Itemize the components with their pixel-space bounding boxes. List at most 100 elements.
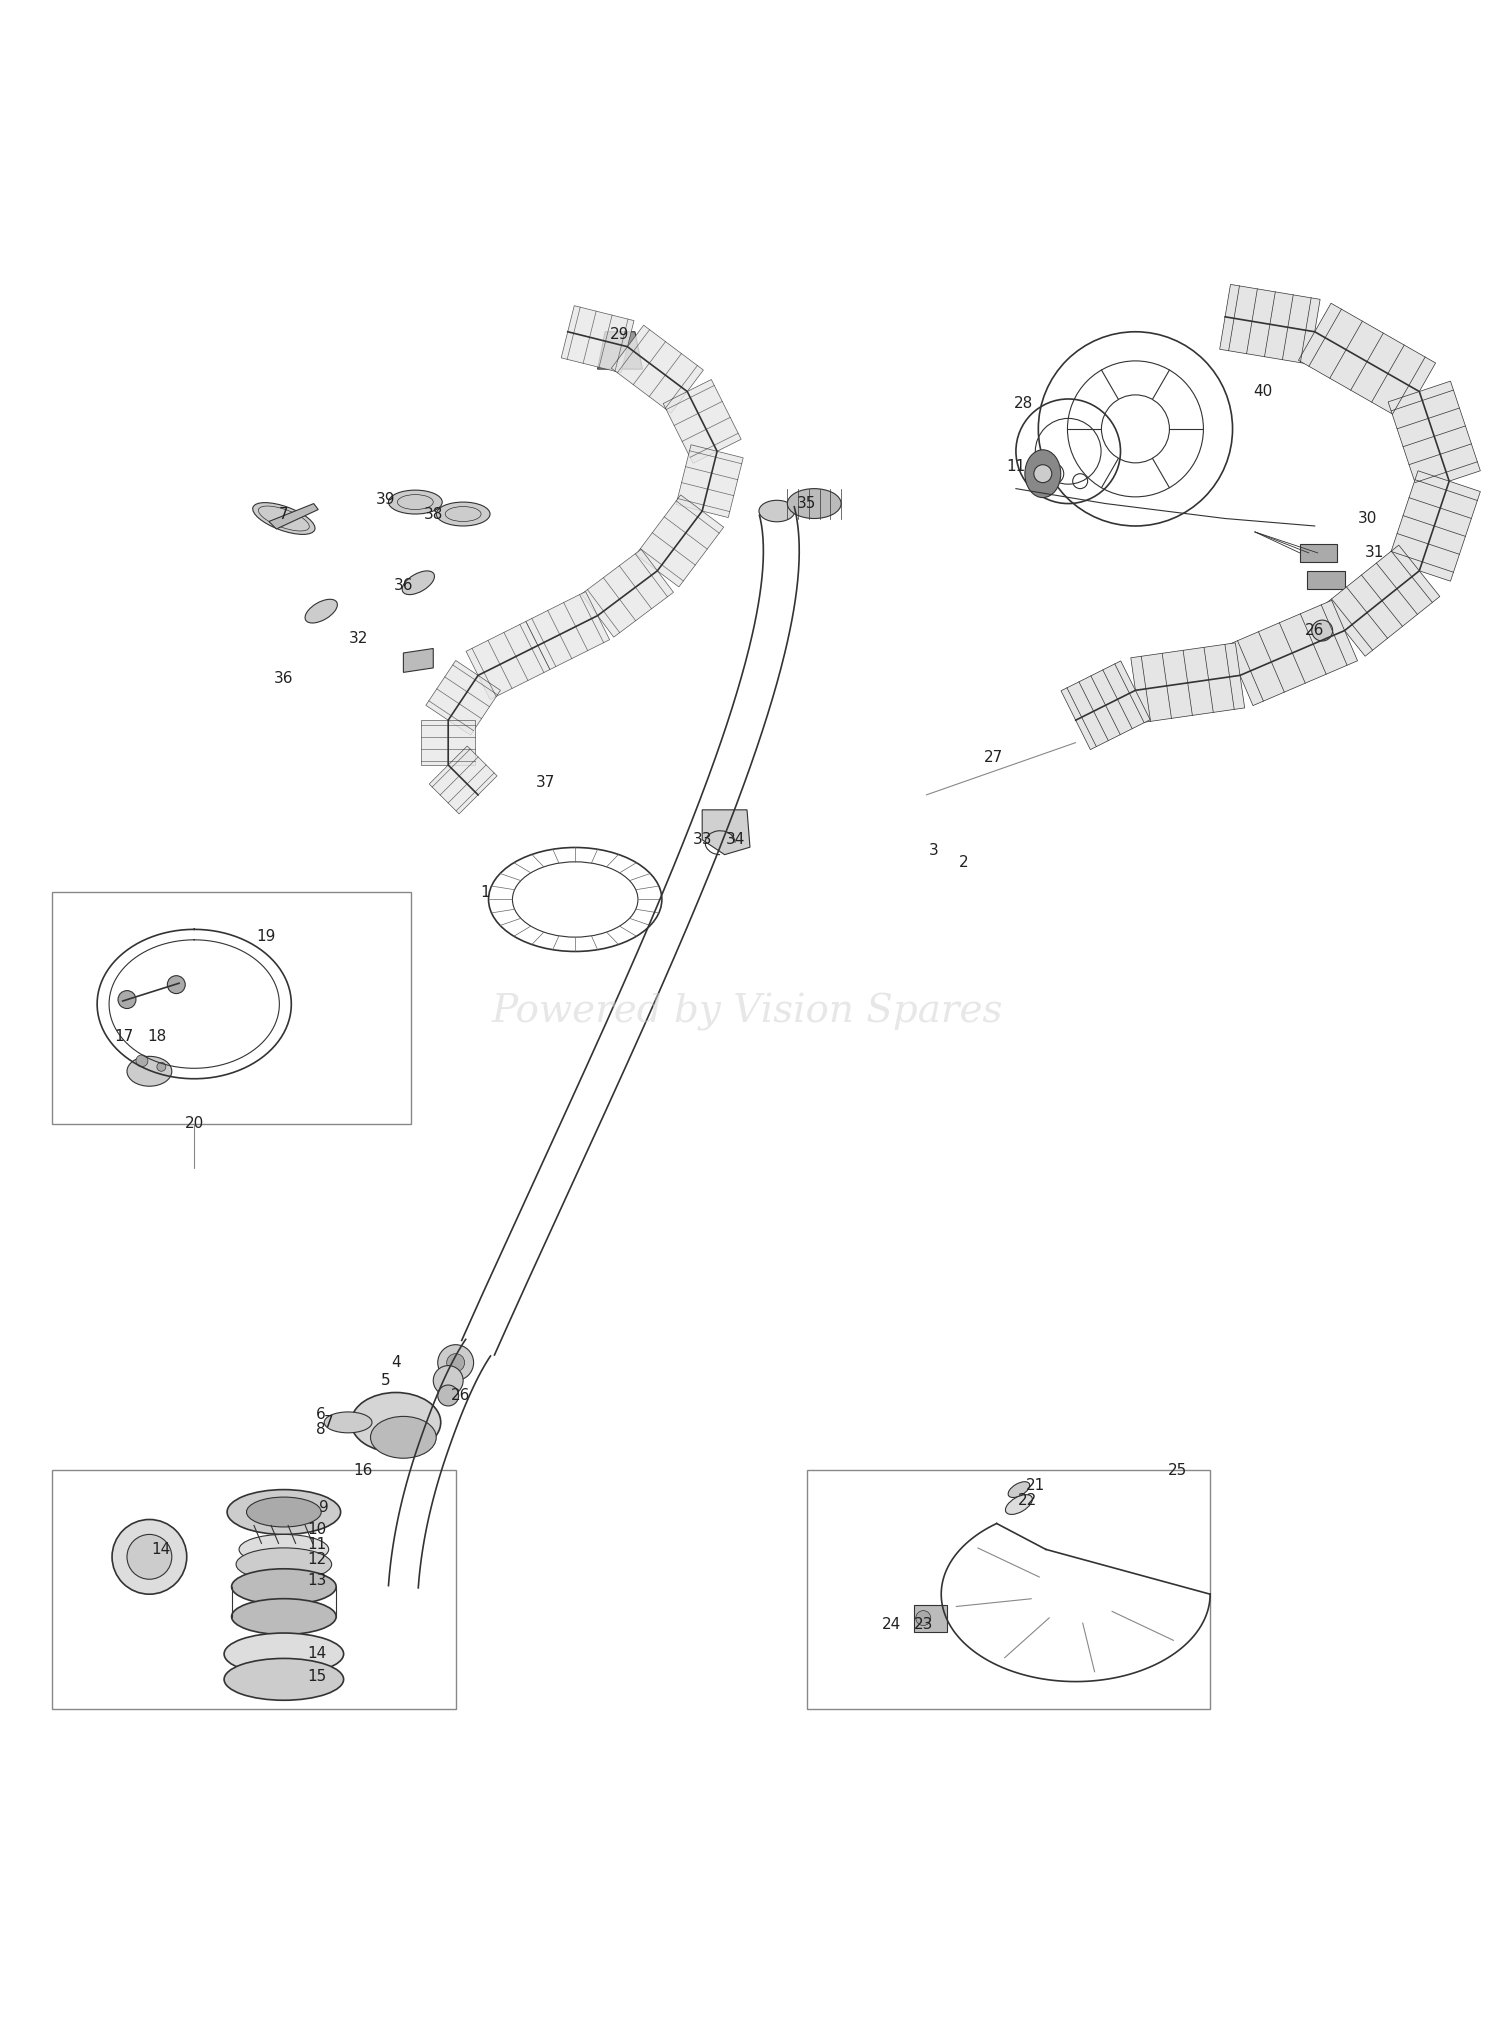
Text: 30: 30	[1358, 512, 1376, 526]
Circle shape	[136, 1056, 148, 1066]
Text: 16: 16	[354, 1463, 372, 1478]
Circle shape	[447, 1353, 465, 1372]
Ellipse shape	[127, 1056, 172, 1086]
Text: 32: 32	[350, 630, 368, 646]
Text: 14: 14	[152, 1543, 170, 1557]
Text: 40: 40	[1253, 383, 1271, 399]
Text: 36: 36	[273, 671, 294, 687]
Ellipse shape	[1008, 1482, 1029, 1498]
Polygon shape	[1219, 285, 1321, 365]
Text: 18: 18	[148, 1029, 166, 1043]
Text: 26: 26	[451, 1388, 469, 1402]
Text: 7: 7	[324, 1414, 333, 1431]
Circle shape	[916, 1610, 931, 1626]
Polygon shape	[1061, 660, 1150, 750]
Text: 31: 31	[1366, 546, 1383, 560]
Text: 17: 17	[115, 1029, 133, 1043]
Text: 8: 8	[317, 1423, 326, 1437]
Polygon shape	[1388, 471, 1481, 581]
Text: 7: 7	[279, 507, 288, 522]
Text: 12: 12	[308, 1553, 326, 1567]
Polygon shape	[677, 444, 743, 518]
Bar	[807, 1469, 1210, 1710]
Text: 22: 22	[1019, 1492, 1037, 1508]
Text: 15: 15	[308, 1669, 326, 1683]
Text: 27: 27	[985, 750, 1002, 764]
Bar	[914, 1604, 947, 1632]
Polygon shape	[1324, 544, 1440, 656]
Polygon shape	[581, 550, 674, 638]
Circle shape	[438, 1345, 474, 1380]
Polygon shape	[598, 332, 642, 369]
Ellipse shape	[388, 489, 442, 514]
Polygon shape	[1227, 601, 1358, 705]
Text: 39: 39	[375, 491, 396, 507]
Ellipse shape	[1025, 450, 1061, 497]
Ellipse shape	[436, 501, 490, 526]
Ellipse shape	[247, 1498, 321, 1526]
Text: 9: 9	[320, 1500, 329, 1514]
Text: 28: 28	[1014, 395, 1032, 412]
Text: 23: 23	[914, 1616, 932, 1632]
Polygon shape	[702, 809, 750, 854]
Bar	[1307, 571, 1345, 589]
Ellipse shape	[227, 1490, 341, 1535]
Polygon shape	[1388, 381, 1481, 491]
Ellipse shape	[236, 1549, 332, 1581]
Bar	[1300, 544, 1337, 562]
Polygon shape	[426, 660, 500, 736]
Polygon shape	[1131, 642, 1245, 723]
Text: 35: 35	[798, 495, 816, 512]
Polygon shape	[269, 503, 318, 530]
Text: 24: 24	[883, 1616, 901, 1632]
Ellipse shape	[351, 1392, 441, 1453]
Ellipse shape	[787, 489, 841, 518]
Circle shape	[112, 1520, 187, 1594]
Text: 14: 14	[308, 1647, 326, 1661]
Ellipse shape	[224, 1659, 344, 1700]
Polygon shape	[663, 379, 741, 463]
Text: 34: 34	[726, 832, 744, 848]
Text: 19: 19	[257, 929, 275, 944]
Circle shape	[1312, 620, 1333, 642]
Polygon shape	[429, 746, 498, 813]
Text: 21: 21	[1026, 1478, 1044, 1492]
Bar	[52, 893, 411, 1123]
Ellipse shape	[232, 1569, 336, 1604]
Text: 33: 33	[692, 832, 713, 848]
Text: Powered by Vision Spares: Powered by Vision Spares	[492, 993, 1002, 1031]
Text: 25: 25	[1168, 1463, 1186, 1478]
Bar	[52, 1469, 456, 1710]
Text: 13: 13	[308, 1573, 326, 1588]
Text: 3: 3	[929, 842, 938, 858]
Text: 29: 29	[611, 328, 629, 342]
Ellipse shape	[252, 503, 315, 534]
Polygon shape	[1298, 304, 1436, 420]
Text: 20: 20	[185, 1117, 203, 1131]
Ellipse shape	[402, 571, 435, 595]
Ellipse shape	[232, 1598, 336, 1634]
Ellipse shape	[1005, 1494, 1032, 1514]
Ellipse shape	[305, 599, 338, 624]
Text: 1: 1	[481, 884, 490, 899]
Text: 6: 6	[317, 1408, 326, 1423]
Circle shape	[438, 1386, 459, 1406]
Ellipse shape	[371, 1416, 436, 1459]
Text: 4: 4	[391, 1355, 400, 1370]
Ellipse shape	[239, 1535, 329, 1565]
Polygon shape	[403, 648, 433, 673]
Circle shape	[1034, 465, 1052, 483]
Text: 11: 11	[1007, 459, 1025, 473]
Circle shape	[118, 990, 136, 1009]
Polygon shape	[526, 591, 610, 671]
Text: 26: 26	[1306, 624, 1324, 638]
Circle shape	[167, 976, 185, 995]
Text: 5: 5	[381, 1374, 390, 1388]
Text: 36: 36	[393, 579, 414, 593]
Polygon shape	[636, 495, 723, 587]
Polygon shape	[562, 306, 633, 373]
Polygon shape	[421, 719, 475, 764]
Ellipse shape	[324, 1412, 372, 1433]
Circle shape	[157, 1062, 166, 1072]
Ellipse shape	[759, 499, 795, 522]
